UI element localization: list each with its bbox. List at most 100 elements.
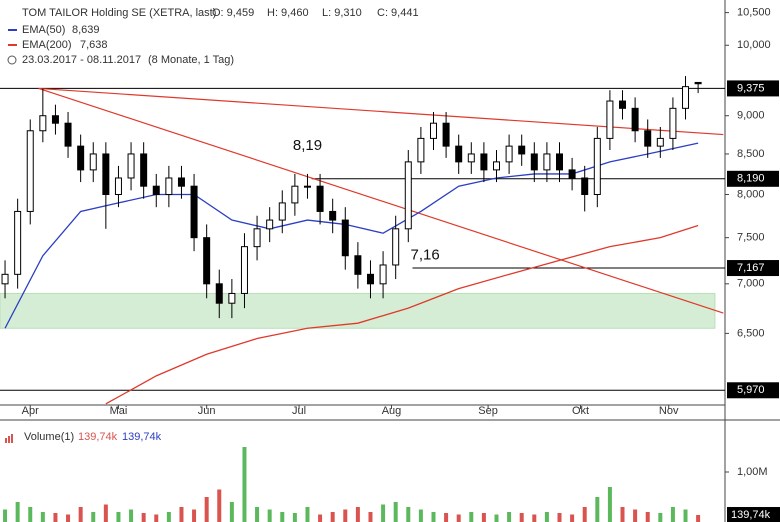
ema-line bbox=[105, 224, 699, 405]
candle-body bbox=[392, 228, 400, 266]
volume-bar bbox=[645, 512, 650, 522]
volume-bar bbox=[103, 504, 108, 522]
level-label: 9,375 bbox=[737, 82, 765, 94]
candle-body bbox=[177, 177, 185, 187]
candle-body bbox=[140, 153, 148, 187]
candle-body bbox=[480, 153, 488, 171]
quote: O: 9,459 bbox=[212, 7, 254, 19]
volume-bar bbox=[431, 512, 436, 522]
candle-body bbox=[278, 202, 286, 221]
volume-bar bbox=[418, 509, 423, 522]
legend-name: EMA(50) bbox=[22, 24, 65, 36]
legend-value: 8,639 bbox=[72, 24, 100, 36]
volume-bar bbox=[469, 512, 474, 522]
candle-body bbox=[429, 122, 437, 139]
volume-tick-label: 1,00M bbox=[737, 466, 768, 478]
candle-body bbox=[505, 145, 513, 163]
level-box bbox=[727, 80, 779, 97]
volume-bar bbox=[670, 507, 675, 522]
y-tick-label: 7,000 bbox=[737, 278, 765, 290]
candle-body bbox=[228, 292, 236, 304]
annotation: 8,19 bbox=[293, 137, 322, 154]
volume-header-value: 139,74k bbox=[78, 431, 118, 443]
volume-bar bbox=[532, 514, 537, 522]
volume-bar bbox=[217, 489, 222, 522]
level-label: 5,970 bbox=[737, 384, 765, 396]
candle-body bbox=[240, 246, 248, 294]
duration: (8 Monate, 1 Tag) bbox=[148, 54, 234, 66]
volume-bar bbox=[15, 502, 20, 522]
x-tick-label: Mai bbox=[110, 405, 128, 417]
volume-icon bbox=[8, 436, 10, 443]
volume-bar bbox=[192, 509, 197, 522]
volume-bar bbox=[255, 507, 260, 522]
candle-body bbox=[64, 122, 72, 147]
level-label: 7,167 bbox=[737, 262, 765, 274]
y-tick-label: 7,500 bbox=[737, 232, 765, 244]
volume-bar bbox=[381, 504, 386, 522]
volume-bar bbox=[116, 512, 121, 522]
volume-bar bbox=[633, 509, 638, 522]
legend-box bbox=[3, 4, 421, 70]
x-tick-label: Nov bbox=[659, 405, 679, 417]
quote: C: 9,441 bbox=[377, 7, 419, 19]
candle-body bbox=[606, 100, 614, 139]
volume-bar bbox=[570, 514, 575, 522]
candle-body bbox=[127, 153, 135, 179]
level-box bbox=[727, 170, 779, 187]
candle-body bbox=[631, 107, 639, 132]
candle-body bbox=[89, 153, 97, 171]
candle-body bbox=[644, 130, 652, 147]
volume-bar bbox=[557, 513, 562, 522]
volume-icon bbox=[5, 438, 7, 443]
quote: H: 9,460 bbox=[267, 7, 309, 19]
clock-icon bbox=[7, 55, 17, 65]
volume-bar bbox=[242, 447, 247, 522]
candle-body bbox=[492, 161, 500, 171]
candle-body bbox=[291, 185, 299, 204]
candle-body bbox=[266, 219, 274, 230]
volume-bar bbox=[129, 509, 134, 522]
candle-body bbox=[404, 161, 412, 230]
candle-body bbox=[341, 219, 349, 257]
x-tick-label: Jul bbox=[292, 405, 306, 417]
period: 23.03.2017 - 08.11.2017 bbox=[22, 54, 141, 66]
candle-body bbox=[77, 145, 85, 171]
candle-body bbox=[190, 185, 198, 239]
volume-bar bbox=[683, 509, 688, 522]
candle-body bbox=[467, 153, 475, 163]
annotation: 7,16 bbox=[410, 247, 439, 264]
volume-bar bbox=[620, 507, 625, 522]
candle-body bbox=[165, 177, 173, 196]
volume-bar bbox=[154, 514, 159, 522]
volume-bar bbox=[318, 514, 323, 522]
candle-body bbox=[455, 145, 463, 163]
quote: L: 9,310 bbox=[322, 7, 362, 19]
candle-body bbox=[682, 86, 690, 109]
y-tick-label: 10,000 bbox=[737, 39, 771, 51]
volume-bar bbox=[204, 497, 209, 522]
candle-body bbox=[102, 153, 110, 196]
candle-body bbox=[114, 177, 122, 196]
legend-value: 7,638 bbox=[80, 39, 108, 51]
x-tick-label: Jun bbox=[198, 405, 216, 417]
candle-body bbox=[619, 100, 627, 109]
candle-body bbox=[26, 130, 34, 212]
candle-body bbox=[39, 115, 47, 132]
volume-current: 139,74k bbox=[731, 509, 771, 521]
candle-body bbox=[303, 185, 311, 188]
candle-body bbox=[316, 185, 324, 212]
volume-bar bbox=[444, 513, 449, 522]
candle-body bbox=[152, 185, 160, 196]
candle-body bbox=[656, 137, 664, 147]
volume-bar bbox=[330, 512, 335, 522]
candle-body bbox=[354, 255, 362, 275]
candle-body bbox=[442, 122, 450, 147]
candle-body bbox=[568, 169, 576, 179]
volume-bar bbox=[595, 497, 600, 522]
candle-body bbox=[556, 153, 564, 171]
volume-bar bbox=[78, 507, 83, 522]
candle-body bbox=[669, 107, 677, 139]
volume-bar bbox=[393, 502, 398, 522]
volume-bar bbox=[507, 512, 512, 522]
